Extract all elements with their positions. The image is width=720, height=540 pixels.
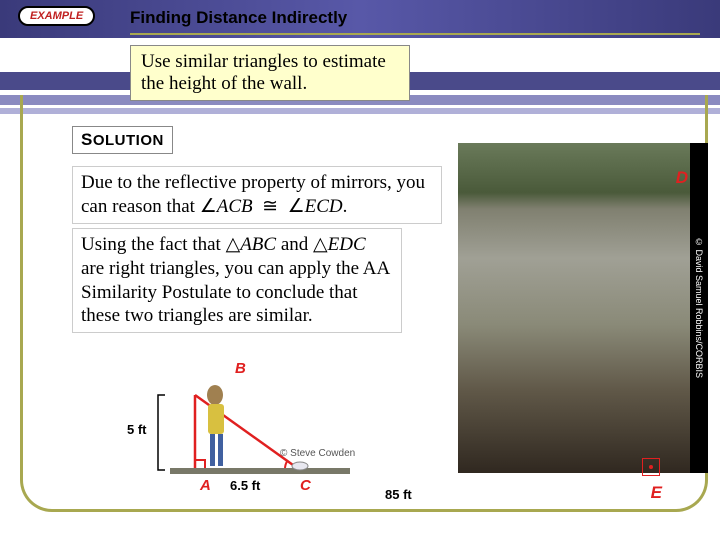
photo-credit: © David Samuel Robbins/CORBIS — [690, 143, 708, 473]
measurement-ac: 6.5 ft — [230, 478, 260, 493]
point-marker-E — [642, 458, 660, 476]
point-label-C: C — [300, 477, 311, 494]
page-title: Finding Distance Indirectly — [130, 8, 347, 28]
solution-heading: SOLUTION — [72, 126, 173, 154]
diagram-credit: © Steve Cowden — [280, 448, 355, 459]
example-badge: EXAMPLE — [18, 6, 95, 26]
point-label-A: A — [200, 477, 211, 494]
point-label-D: D — [676, 168, 688, 188]
title-underline — [130, 33, 700, 35]
solution-paragraph-1: Due to the reflective property of mirror… — [72, 166, 442, 224]
point-label-E: E — [651, 483, 662, 503]
wall-photo: © David Samuel Robbins/CORBIS — [458, 143, 708, 473]
problem-prompt: Use similar triangles to estimate the he… — [130, 45, 410, 101]
solution-paragraph-2: Using the fact that △ABC and △EDC are ri… — [72, 228, 402, 333]
measurement-ce: 85 ft — [385, 487, 412, 502]
point-label-B: B — [235, 360, 246, 377]
measurement-height: 5 ft — [127, 422, 147, 437]
